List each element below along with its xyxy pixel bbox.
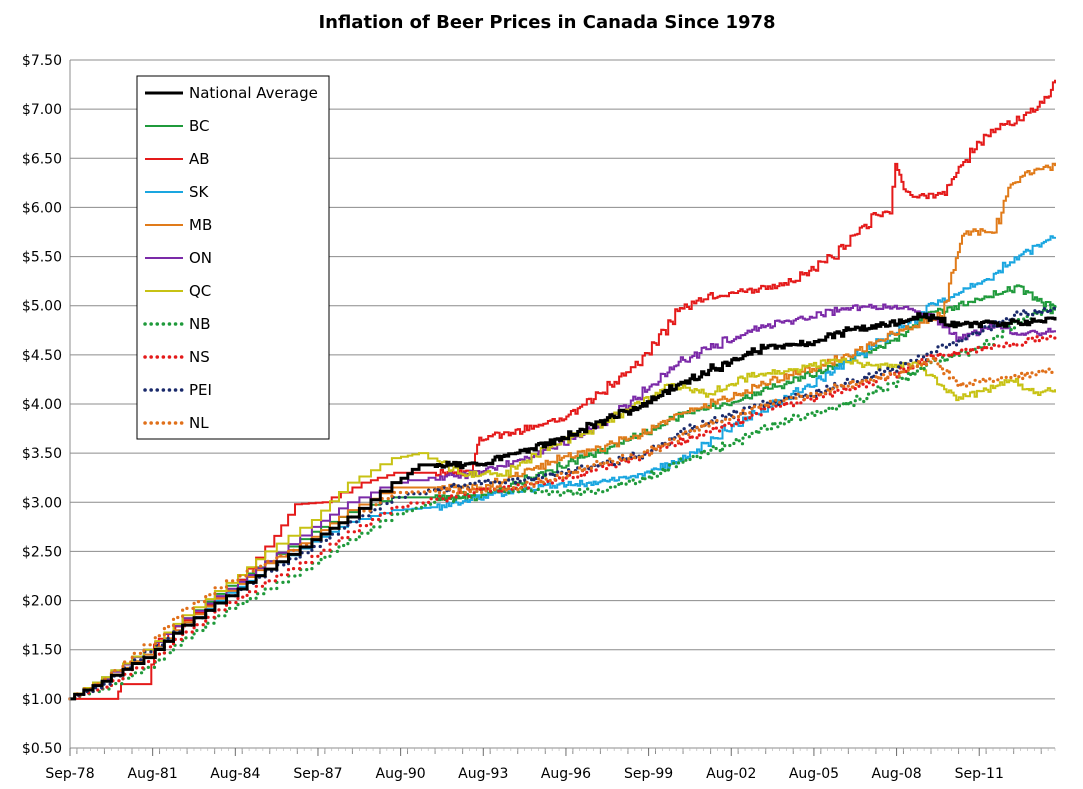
y-tick-labels: $0.50 $1.00 $1.50 $2.00 $2.50 $3.00 $3.50 $4.00… xyxy=(22,53,62,757)
x-tick-label: Sep-87 xyxy=(293,766,342,782)
y-tick-label: $2.00 xyxy=(22,594,62,610)
axes-layer xyxy=(69,60,1056,756)
y-tick-label: $6.00 xyxy=(22,200,62,216)
legend-label: AB xyxy=(189,150,210,168)
series-line-national-average xyxy=(70,312,1057,701)
series-line-nb xyxy=(68,301,1057,701)
y-tick-label: $2.50 xyxy=(22,544,62,560)
legend-label: QC xyxy=(189,282,211,300)
y-tick-label: $6.50 xyxy=(22,151,62,167)
series-line-mb xyxy=(70,162,1056,700)
x-tick-label: Sep-78 xyxy=(45,766,94,782)
x-tick-label: Aug-81 xyxy=(128,766,178,782)
legend-label: NL xyxy=(189,414,209,432)
x-tick-label: Sep-11 xyxy=(955,766,1004,782)
y-tick-label: $1.00 xyxy=(22,692,62,708)
x-tick-label: Aug-08 xyxy=(871,766,921,782)
x-tick-label: Aug-05 xyxy=(789,766,839,782)
y-tick-label: $4.00 xyxy=(22,397,62,413)
y-tick-label: $4.50 xyxy=(22,348,62,364)
y-tick-label: $0.50 xyxy=(22,741,62,757)
x-tick-label: Sep-99 xyxy=(624,766,673,782)
series-line-qc xyxy=(70,357,1056,700)
series-line-ns xyxy=(68,333,1057,701)
y-tick-label: $5.50 xyxy=(22,250,62,266)
x-tick-label: Aug-84 xyxy=(210,766,260,782)
legend: National Average BC AB SK MB ON QC NB NS PEI NL xyxy=(136,75,330,440)
y-tick-label: $7.00 xyxy=(22,102,62,118)
x-tick-label: Aug-96 xyxy=(541,766,591,782)
x-tick-labels: Sep-78 Aug-81 Aug-84 Sep-87 Aug-90 Aug-93 Aug-… xyxy=(45,766,1003,782)
x-tick-label: Aug-93 xyxy=(458,766,508,782)
legend-label: NS xyxy=(189,348,210,366)
legend-label: MB xyxy=(189,216,212,234)
x-tick-label: Aug-90 xyxy=(376,766,426,782)
legend-label: NB xyxy=(189,315,211,333)
legend-label: National Average xyxy=(189,84,318,102)
chart-title: Inflation of Beer Prices in Canada Since… xyxy=(318,12,775,33)
x-tick-label: Aug-02 xyxy=(706,766,756,782)
legend-label: BC xyxy=(189,117,210,135)
y-tick-label: $3.00 xyxy=(22,495,62,511)
series-line-ab xyxy=(70,79,1056,700)
legend-label: SK xyxy=(189,183,210,201)
y-tick-label: $5.00 xyxy=(22,299,62,315)
y-tick-label: $1.50 xyxy=(22,643,62,659)
legend-label: PEI xyxy=(189,381,212,399)
y-tick-label: $7.50 xyxy=(22,53,62,69)
series-layer xyxy=(68,79,1057,701)
legend-label: ON xyxy=(189,249,212,267)
y-tick-label: $3.50 xyxy=(22,446,62,462)
